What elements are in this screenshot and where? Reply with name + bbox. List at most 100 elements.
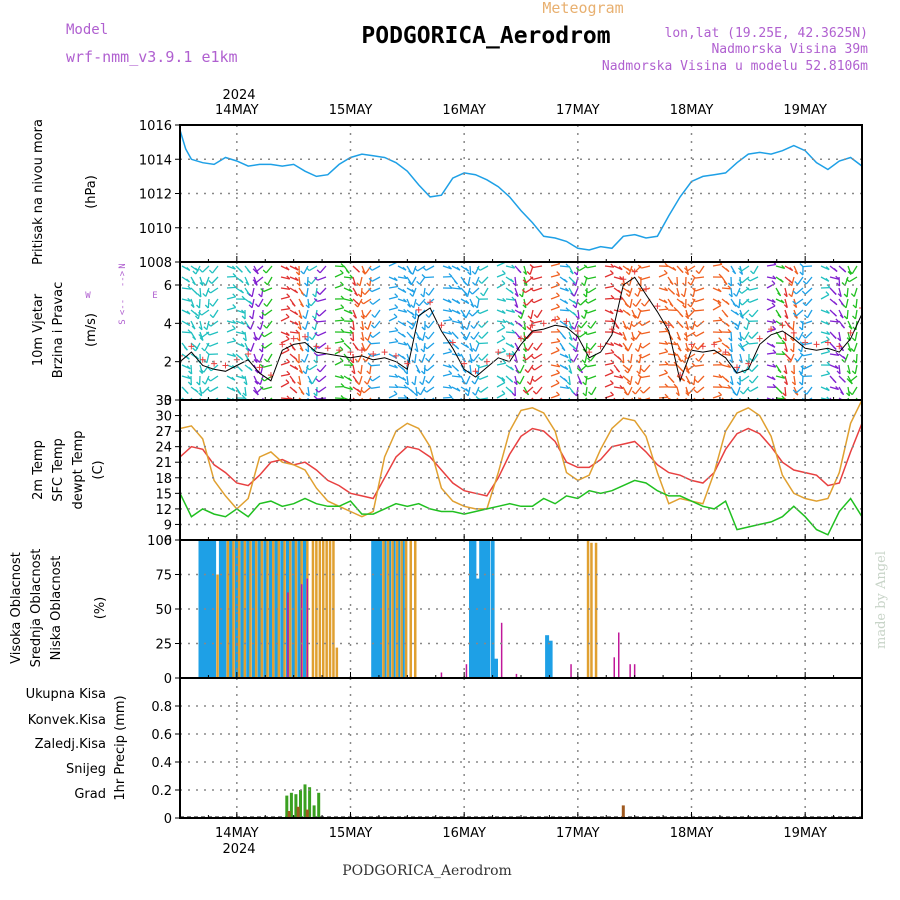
wind-gust-point	[824, 339, 831, 346]
wind-barb-flag	[526, 381, 531, 386]
wind-barb	[805, 276, 813, 285]
wind-barb	[442, 319, 452, 322]
wind-speed-line	[180, 276, 862, 383]
wind-barb-flag	[254, 369, 259, 374]
wind-barb-flag	[845, 278, 850, 283]
wind-barb	[641, 276, 651, 281]
wind-barb	[244, 331, 247, 341]
wind-barb-flag	[241, 394, 246, 399]
wind-barb-flag	[201, 347, 206, 352]
wind-barb-flag	[394, 327, 399, 332]
wind-barb-flag	[684, 326, 689, 331]
wind-barb-flag	[301, 326, 306, 331]
wind-barb-flag	[448, 384, 453, 389]
wind-barb	[737, 320, 741, 330]
wind-barb-flag	[424, 401, 427, 404]
wind-barb	[205, 287, 210, 297]
wind-barb-flag	[562, 402, 565, 405]
wind-barb	[334, 265, 345, 268]
wind-barb-flag	[402, 376, 407, 381]
wind-barb-flag	[610, 294, 615, 299]
wind-barb-flag	[680, 293, 685, 298]
wind-barb-flag	[424, 324, 429, 329]
wind-barb-flag	[727, 328, 732, 333]
wind-barb-flag	[255, 336, 260, 341]
wind-barb-flag	[414, 348, 419, 353]
wind-barb	[529, 375, 534, 385]
wind-barb-flag	[509, 389, 514, 394]
wind-barb-flag	[308, 336, 313, 341]
high-cloud-bar	[263, 540, 268, 678]
wind-barb	[268, 397, 273, 400]
wind-barb-flag	[564, 366, 569, 370]
precip-axis: 00.20.40.60.8	[151, 700, 863, 827]
wind-barb-flag	[573, 300, 577, 305]
wind-barb	[334, 397, 345, 400]
wind-barb	[738, 298, 741, 308]
wind-barb-flag	[555, 379, 560, 384]
low-cloud-bar	[306, 578, 309, 678]
wind-barb-flag	[464, 403, 467, 406]
wind-barb	[550, 284, 560, 289]
wind-barb-flag	[414, 267, 418, 272]
wind-barb	[181, 298, 191, 302]
wind-barb	[838, 287, 842, 297]
station-title: PODGORICA_Aerodrom	[361, 23, 610, 49]
wind-barb	[360, 364, 363, 374]
wind-barb	[371, 287, 381, 293]
wind-barb	[496, 382, 506, 388]
wind-barb-flag	[454, 335, 459, 340]
wind-barb-flag	[783, 381, 788, 386]
wind-barb-flag	[620, 359, 625, 364]
wind-barb-flag	[340, 295, 345, 300]
wind-barb-flag	[313, 318, 318, 323]
wind-gust-point	[859, 305, 862, 311]
wind-barb	[742, 309, 750, 317]
wind-barb	[550, 349, 560, 355]
wind-barb	[519, 375, 525, 385]
wind-barb-flag	[788, 282, 793, 287]
wind-barb-flag	[839, 314, 844, 319]
wind-barb-flag	[556, 328, 561, 333]
wind-barb-flag	[511, 392, 516, 397]
wind-gust-point	[506, 352, 513, 359]
wind-barb-flag	[572, 348, 577, 353]
wind-barb-flag	[411, 315, 416, 320]
wind-barb-flag	[464, 392, 469, 397]
wind-barb-flag	[610, 342, 615, 346]
wind-barb-flag	[402, 288, 407, 293]
wind-barb	[538, 397, 543, 400]
wind-barb-flag	[296, 282, 301, 287]
wind-barb-flag	[402, 322, 407, 327]
wind-barb	[428, 353, 435, 362]
wind-barb-flag	[745, 286, 750, 291]
wind-barb	[426, 342, 435, 350]
wind-barb-flag	[790, 370, 795, 375]
wind-barb	[585, 287, 588, 298]
wind-barb-flag	[367, 340, 372, 345]
wind-barb-flag	[846, 370, 851, 375]
wind-barb	[658, 342, 668, 345]
wind-barb	[357, 298, 363, 308]
wind-barb-flag	[556, 281, 560, 286]
wind-barb	[721, 397, 725, 400]
wind-barb-flag	[572, 312, 577, 316]
wind-barb-flag	[522, 279, 527, 284]
wind-barb-flag	[502, 359, 507, 364]
wind-gust-point	[722, 349, 729, 356]
wind-barb-flag	[502, 318, 507, 323]
wind-barb-flag	[402, 266, 407, 271]
wind-barb-flag	[369, 377, 373, 382]
wind-barb	[695, 287, 705, 292]
wind-barb-flag	[843, 315, 848, 320]
wind-barb	[514, 276, 517, 286]
wind-barb-flag	[725, 378, 730, 383]
wind-barb-flag	[626, 326, 631, 331]
wind-barb-flag	[717, 288, 722, 293]
wind-barb-flag	[356, 392, 361, 397]
wind-barb	[442, 386, 452, 389]
wind-barb-flag	[684, 271, 689, 276]
wind-barb-flag	[826, 370, 831, 375]
